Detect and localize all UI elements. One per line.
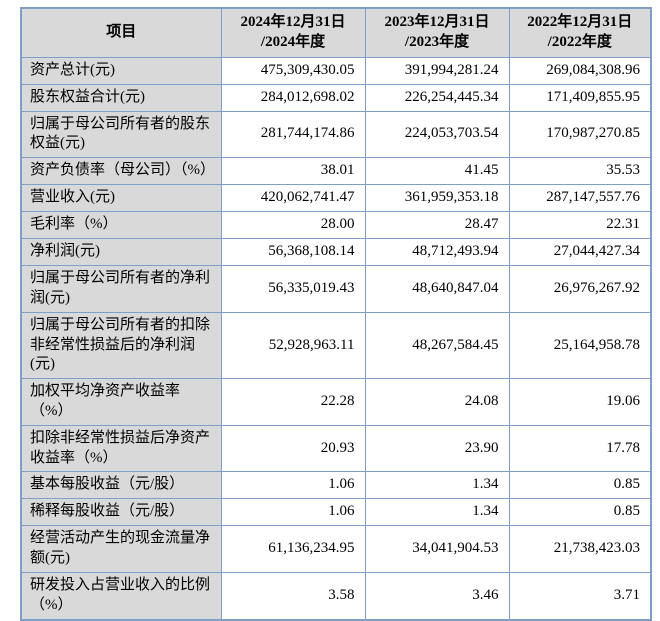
value-2023: 28.47 <box>364 211 510 240</box>
value-2024: 38.01 <box>220 157 366 186</box>
row-label: 归属于母公司所有者的净利润(元) <box>20 265 222 313</box>
table-row: 扣除非经常性损益后净资产收益率（%） 20.93 23.90 17.78 <box>20 424 652 473</box>
document-page: 项目 2024年12月31日 /2024年度 2023年12月31日 /2023… <box>20 7 652 621</box>
value-2022: 21,738,423.03 <box>508 525 652 573</box>
value-2022: 3.71 <box>508 571 652 621</box>
value-2022: 19.06 <box>508 378 652 426</box>
value-2023: 48,640,847.04 <box>364 265 510 313</box>
row-label: 研发投入占营业收入的比例（%） <box>20 571 222 621</box>
value-2022: 0.85 <box>508 498 652 527</box>
value-2024: 22.28 <box>220 378 366 426</box>
row-label: 资产负债率（母公司）（%） <box>20 157 222 186</box>
value-2023: 34,041,904.53 <box>364 525 510 573</box>
value-2024: 1.06 <box>220 471 366 500</box>
value-2024: 475,309,430.05 <box>220 56 366 85</box>
value-2022: 0.85 <box>508 471 652 500</box>
value-2023: 48,712,493.94 <box>364 238 510 267</box>
table-row: 研发投入占营业收入的比例（%） 3.58 3.46 3.71 <box>20 571 652 621</box>
row-label: 归属于母公司所有者的扣除非经常性损益后的净利润(元) <box>20 311 222 380</box>
value-2023: 226,254,445.34 <box>364 83 510 112</box>
table-row: 归属于母公司所有者的股东权益(元) 281,744,174.86 224,053,7… <box>20 110 652 159</box>
value-2022: 17.78 <box>508 424 652 473</box>
row-label: 扣除非经常性损益后净资产收益率（%） <box>20 424 222 473</box>
financial-summary-table: 项目 2024年12月31日 /2024年度 2023年12月31日 /2023… <box>20 7 652 621</box>
row-label: 资产总计(元) <box>20 56 222 85</box>
value-2024: 281,744,174.86 <box>220 110 366 159</box>
value-2024: 28.00 <box>220 211 366 240</box>
row-label: 加权平均净资产收益率（%） <box>20 378 222 426</box>
value-2023: 361,959,353.18 <box>364 184 510 213</box>
table-row: 净利润(元) 56,368,108.14 48,712,493.94 27,044,4… <box>20 238 652 267</box>
row-label: 稀释每股收益（元/股） <box>20 498 222 527</box>
value-2022: 287,147,557.76 <box>508 184 652 213</box>
column-header-item: 项目 <box>20 7 222 58</box>
column-header-2022: 2022年12月31日 /2022年度 <box>508 7 652 58</box>
column-header-2024: 2024年12月31日 /2024年度 <box>220 7 366 58</box>
table-row: 稀释每股收益（元/股） 1.06 1.34 0.85 <box>20 498 652 527</box>
value-2024: 1.06 <box>220 498 366 527</box>
row-label: 经营活动产生的现金流量净额(元) <box>20 525 222 573</box>
column-header-2023: 2023年12月31日 /2023年度 <box>364 7 510 58</box>
table-header-row: 项目 2024年12月31日 /2024年度 2023年12月31日 /2023… <box>20 7 652 58</box>
value-2022: 22.31 <box>508 211 652 240</box>
table-row: 资产总计(元) 475,309,430.05 391,994,281.24 269,0… <box>20 56 652 85</box>
value-2023: 391,994,281.24 <box>364 56 510 85</box>
row-label: 营业收入(元) <box>20 184 222 213</box>
row-label: 净利润(元) <box>20 238 222 267</box>
value-2024: 56,368,108.14 <box>220 238 366 267</box>
table-row: 经营活动产生的现金流量净额(元) 61,136,234.95 34,041,904.… <box>20 525 652 573</box>
value-2022: 25,164,958.78 <box>508 311 652 380</box>
value-2023: 41.45 <box>364 157 510 186</box>
table-row: 归属于母公司所有者的扣除非经常性损益后的净利润(元) 52,928,963.11 4… <box>20 311 652 380</box>
table-row: 加权平均净资产收益率（%） 22.28 24.08 19.06 <box>20 378 652 426</box>
table-row: 营业收入(元) 420,062,741.47 361,959,353.18 287,1… <box>20 184 652 213</box>
value-2023: 48,267,584.45 <box>364 311 510 380</box>
table-row: 股东权益合计(元) 284,012,698.02 226,254,445.34 171… <box>20 83 652 112</box>
value-2023: 1.34 <box>364 498 510 527</box>
row-label: 股东权益合计(元) <box>20 83 222 112</box>
value-2024: 20.93 <box>220 424 366 473</box>
value-2024: 52,928,963.11 <box>220 311 366 380</box>
value-2022: 27,044,427.34 <box>508 238 652 267</box>
row-label: 归属于母公司所有者的股东权益(元) <box>20 110 222 159</box>
table-row: 资产负债率（母公司）（%） 38.01 41.45 35.53 <box>20 157 652 186</box>
table-row: 基本每股收益（元/股） 1.06 1.34 0.85 <box>20 471 652 500</box>
value-2022: 171,409,855.95 <box>508 83 652 112</box>
table-row: 归属于母公司所有者的净利润(元) 56,335,019.43 48,640,847.… <box>20 265 652 313</box>
value-2022: 35.53 <box>508 157 652 186</box>
value-2024: 284,012,698.02 <box>220 83 366 112</box>
value-2023: 24.08 <box>364 378 510 426</box>
value-2023: 224,053,703.54 <box>364 110 510 159</box>
value-2024: 56,335,019.43 <box>220 265 366 313</box>
value-2023: 23.90 <box>364 424 510 473</box>
table-row: 毛利率（%） 28.00 28.47 22.31 <box>20 211 652 240</box>
value-2024: 61,136,234.95 <box>220 525 366 573</box>
value-2023: 3.46 <box>364 571 510 621</box>
value-2022: 26,976,267.92 <box>508 265 652 313</box>
value-2024: 420,062,741.47 <box>220 184 366 213</box>
table-body: 资产总计(元) 475,309,430.05 391,994,281.24 269,0… <box>20 56 652 621</box>
value-2024: 3.58 <box>220 571 366 621</box>
row-label: 毛利率（%） <box>20 211 222 240</box>
value-2022: 269,084,308.96 <box>508 56 652 85</box>
value-2022: 170,987,270.85 <box>508 110 652 159</box>
row-label: 基本每股收益（元/股） <box>20 471 222 500</box>
value-2023: 1.34 <box>364 471 510 500</box>
